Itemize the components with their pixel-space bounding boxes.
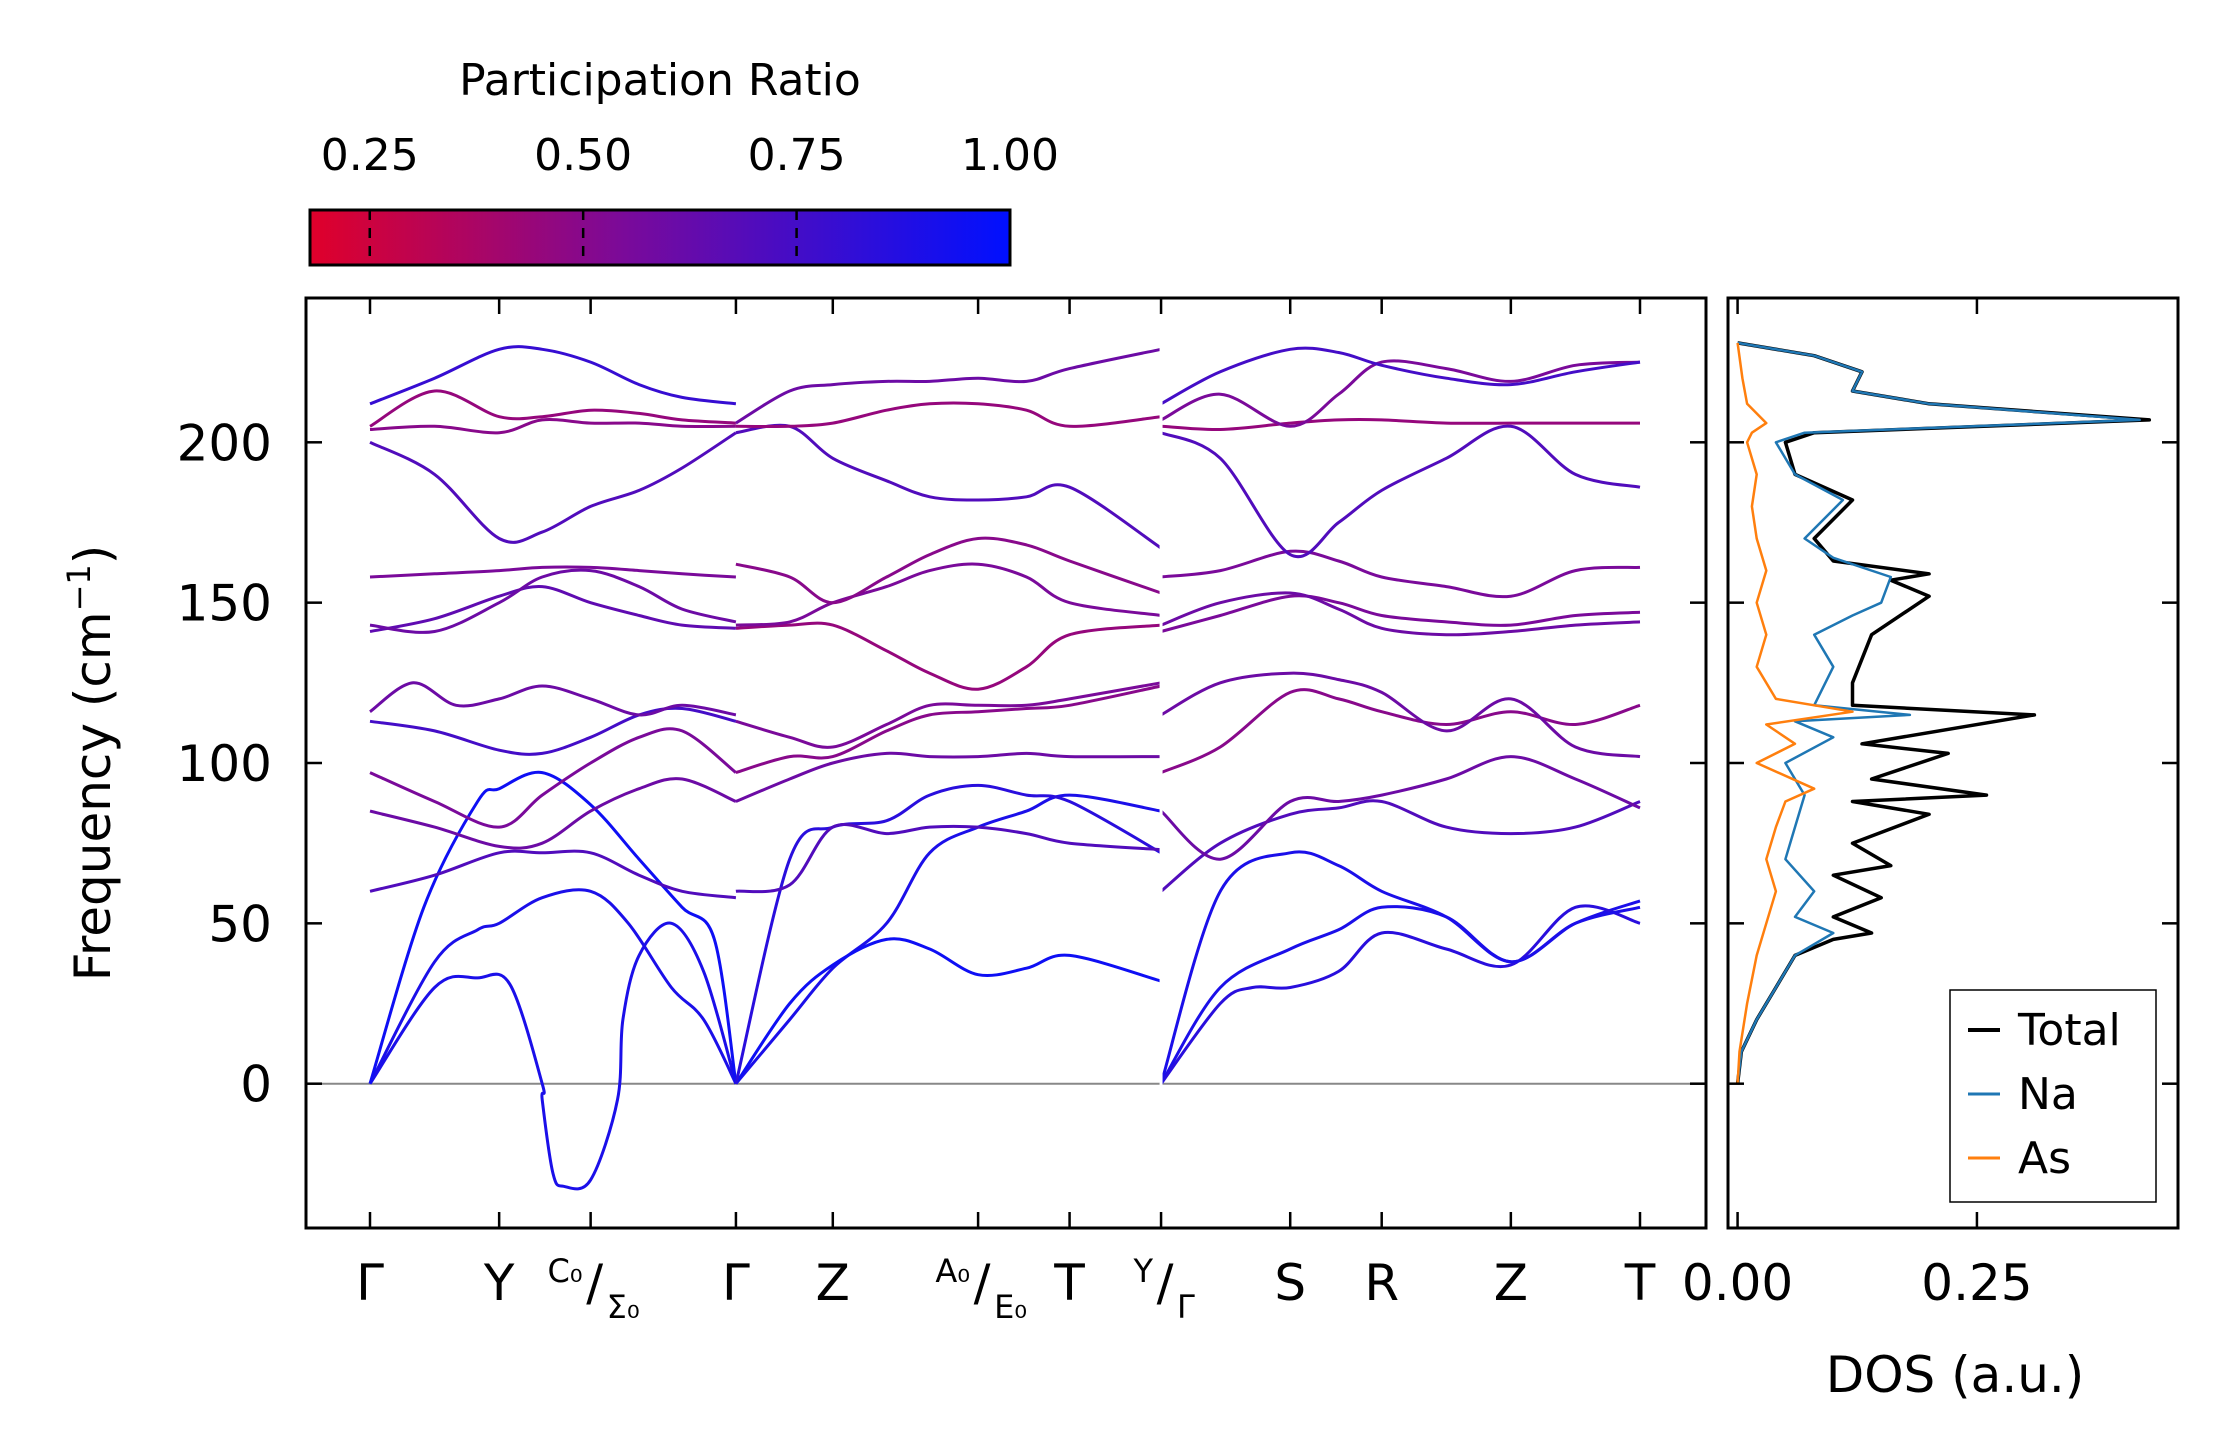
y-tick-label: 50	[208, 895, 272, 953]
legend-label-na: Na	[2018, 1069, 2078, 1120]
phonon-band	[369, 568, 737, 634]
phonon-band	[735, 751, 1162, 803]
colorbar-tick-label: 0.25	[321, 130, 419, 181]
phonon-band	[369, 777, 737, 850]
kpoint-label: Γ	[722, 1254, 750, 1312]
phonon-band	[1160, 755, 1641, 861]
dos-series-na	[1736, 341, 2141, 1084]
y-tick-label: 0	[240, 1056, 272, 1114]
kpoint-label-slash: /	[1157, 1254, 1174, 1312]
phonon-band	[735, 684, 1162, 775]
phonon-band	[369, 681, 737, 717]
colorbar-tick-label: 0.50	[534, 130, 632, 181]
dos-series-as	[1736, 342, 1854, 1084]
phonon-band	[735, 536, 1162, 605]
band-y-ticks: 0 50 100 150 200	[177, 414, 1706, 1114]
phonon-band	[1160, 424, 1641, 559]
colorbar: Participation Ratio 0.25 0.50 0.75 1.00	[308, 55, 1059, 267]
kpoint-label: T	[1624, 1254, 1656, 1312]
kpoint-label: S	[1274, 1254, 1306, 1312]
phonon-band	[368, 921, 738, 1191]
y-axis-label: Frequency (cm−1)	[60, 545, 122, 982]
kpoint-label-composite: C₀ / Σ₀	[547, 1252, 639, 1326]
phonon-band	[1160, 688, 1641, 774]
phonon-band	[735, 621, 1162, 691]
kpoint-label: T	[1053, 1254, 1085, 1312]
kpoint-label-composite: Y / Γ	[1133, 1252, 1196, 1326]
colorbar-title: Participation Ratio	[459, 55, 861, 106]
dos-panel: 0.00 0.25 DOS (a.u.) Total Na As	[1682, 296, 2180, 1404]
phonon-band	[369, 849, 737, 900]
phonon-band	[369, 389, 737, 428]
phonon-band	[1160, 671, 1641, 759]
legend-frame	[1949, 989, 2157, 1203]
kpoint-label-sup: C₀	[547, 1252, 582, 1290]
dos-legend: Total Na As	[1949, 989, 2157, 1203]
kpoint-label-sup: A₀	[935, 1252, 970, 1290]
kpoint-label: Γ	[356, 1254, 384, 1312]
band-lines	[306, 300, 1706, 1226]
y-axis-label-tail: )	[64, 545, 122, 565]
phonon-band	[735, 347, 1162, 425]
phonon-band	[369, 418, 736, 435]
y-tick-label: 100	[177, 735, 272, 793]
kpoint-label-sub: Σ₀	[607, 1288, 640, 1326]
y-tick-label: 200	[177, 414, 272, 472]
phonon-band	[735, 823, 1162, 894]
phonon-band	[1159, 904, 1641, 1085]
kpoint-label: Z	[816, 1254, 850, 1312]
kpoint-label-sup: Y	[1133, 1252, 1154, 1290]
phonon-band	[734, 937, 1162, 1085]
phonon-band	[735, 681, 1162, 749]
colorbar-ticks: 0.25 0.50 0.75 1.00	[321, 130, 1059, 265]
phonon-band	[1160, 346, 1641, 406]
kpoint-label: Y	[483, 1254, 515, 1312]
kpoint-label: R	[1364, 1254, 1399, 1312]
phonon-band	[368, 888, 738, 1085]
phonon-band	[1160, 799, 1641, 893]
phonon-band	[735, 423, 1162, 550]
phonon-band	[369, 706, 737, 756]
kpoint-label-sub: E₀	[994, 1288, 1027, 1326]
phonon-band	[735, 401, 1162, 429]
dos-series-total	[1735, 341, 2152, 1084]
y-axis-label-main: Frequency (cm	[64, 611, 122, 981]
legend-label-as: As	[2018, 1133, 2071, 1184]
phonon-band	[369, 345, 737, 406]
phonon-band	[1161, 417, 1640, 432]
dos-x-tick-label: 0.00	[1682, 1254, 1793, 1312]
y-tick-label: 150	[177, 575, 272, 633]
kpoint-label: Z	[1494, 1254, 1528, 1312]
dos-ticks: 0.00 0.25	[1682, 298, 2178, 1312]
colorbar-tick-label: 1.00	[961, 130, 1059, 181]
y-axis-label-sup: −1	[60, 564, 98, 611]
phonon-band	[369, 727, 737, 829]
phonon-band	[735, 562, 1162, 627]
phonon-band	[734, 783, 1162, 1085]
dos-lines	[1735, 341, 2152, 1084]
kpoint-label-slash: /	[974, 1254, 991, 1312]
phonon-band	[1160, 549, 1641, 599]
phonon-band	[1160, 359, 1641, 428]
phonon-band	[369, 585, 736, 633]
kpoint-label-slash: /	[586, 1254, 603, 1312]
dos-x-axis-label: DOS (a.u.)	[1826, 1346, 2085, 1404]
phonon-band	[369, 431, 737, 544]
colorbar-gradient	[308, 208, 1012, 267]
phonon-band	[1159, 850, 1641, 1085]
kpoint-label-composite: A₀ / E₀	[935, 1252, 1027, 1326]
legend-label-total: Total	[2017, 1005, 2121, 1056]
kpoint-label-sub: Γ	[1177, 1288, 1195, 1326]
phonon-band	[369, 565, 736, 579]
phonon-band	[1160, 594, 1641, 633]
colorbar-tick-label: 0.75	[748, 130, 846, 181]
band-x-ticks: Γ Y C₀ / Σ₀ Γ Z A₀ / E₀ T Y / Γ S R Z T	[356, 298, 1656, 1326]
phonon-band	[1160, 591, 1641, 637]
band-plot-frame	[304, 296, 1708, 1230]
dos-x-tick-label: 0.25	[1921, 1254, 2032, 1312]
